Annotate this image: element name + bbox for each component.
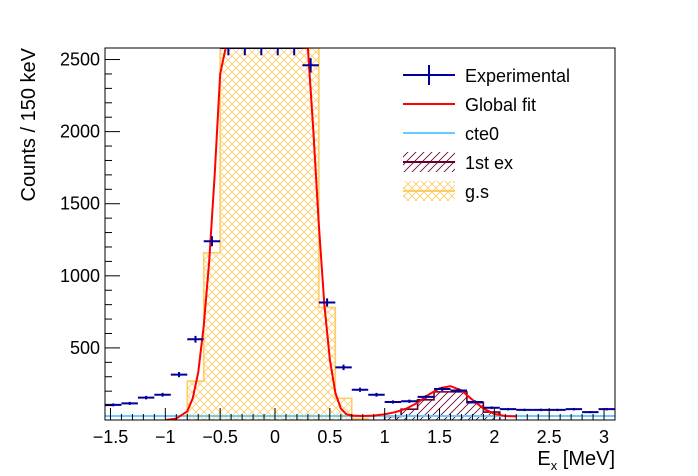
data-point	[499, 407, 517, 411]
global-fit-line	[165, 48, 517, 420]
x-tick-label: −0.5	[202, 427, 238, 447]
legend-label: Experimental	[465, 66, 570, 86]
data-point	[285, 48, 303, 56]
y-tick-label: 500	[70, 338, 100, 358]
x-tick-label: 0	[270, 427, 280, 447]
gs-bin-fill	[187, 48, 369, 420]
x-tick-label: 1.5	[427, 427, 452, 447]
data-point	[351, 387, 369, 392]
data-point	[253, 48, 270, 56]
data-point	[220, 48, 237, 56]
x-tick-label: 2	[489, 427, 499, 447]
data-point	[466, 400, 484, 404]
data-point	[318, 298, 336, 307]
data-point	[516, 408, 533, 412]
x-tick-label: 0.5	[317, 427, 342, 447]
x-tick-label: −1.5	[93, 427, 129, 447]
data-point	[598, 407, 615, 411]
data-point	[203, 236, 221, 247]
legend-item: cte0	[403, 124, 499, 144]
data-point	[565, 407, 583, 411]
data-point	[532, 408, 550, 412]
data-point	[417, 395, 435, 399]
first-ex-bin-fill	[384, 391, 500, 420]
axis-labels: Ex [MeV] Counts / 150 keV	[18, 47, 615, 473]
y-tick-label: 1000	[60, 266, 100, 286]
plot-frame	[104, 47, 616, 421]
x-tick-label: 2.5	[537, 427, 562, 447]
experimental-points	[105, 48, 615, 414]
y-tick-label: 2000	[60, 122, 100, 142]
plot-area	[105, 48, 615, 420]
y-axis-title: Counts / 150 keV	[18, 47, 40, 201]
data-point	[401, 399, 418, 403]
data-point	[302, 58, 319, 73]
axes: −1.5 −1 −0.5 0 0.5 1 1.5 2 2.5 3 500 1000 1500 2000 25…	[60, 47, 616, 447]
data-point	[154, 392, 171, 397]
x-tick-label: 1	[380, 427, 390, 447]
x-tick-label: −1	[155, 427, 176, 447]
data-point	[269, 48, 286, 56]
data-point	[582, 411, 599, 414]
y-tick-label: 2500	[60, 50, 100, 70]
legend: Experimental Global fit cte0 1st ex g.s	[403, 65, 570, 202]
legend-label: g.s	[465, 182, 489, 202]
legend-item: Experimental	[403, 65, 570, 86]
data-point	[549, 408, 566, 412]
legend-item: 1st ex	[403, 152, 513, 173]
data-point	[368, 392, 385, 397]
data-point	[105, 403, 122, 407]
data-point	[170, 372, 188, 378]
legend-label: 1st ex	[465, 153, 513, 173]
legend-item: Global fit	[403, 95, 536, 115]
y-tick-label: 1500	[60, 194, 100, 214]
data-point	[137, 395, 155, 400]
legend-item: g.s	[403, 181, 489, 202]
x-axis-title: Ex [MeV]	[537, 448, 615, 473]
data-point	[434, 386, 451, 392]
data-point	[187, 335, 204, 343]
gs-bin-outline	[186, 48, 370, 420]
data-point	[384, 400, 402, 404]
legend-label: cte0	[465, 124, 499, 144]
data-point	[450, 388, 467, 393]
global-fit-curve	[165, 48, 517, 420]
legend-label: Global fit	[465, 95, 536, 115]
data-point	[236, 48, 254, 56]
gs-histogram	[186, 48, 370, 420]
data-point	[121, 401, 138, 405]
x-tick-label: 3	[599, 427, 609, 447]
data-point	[483, 406, 500, 410]
data-point	[335, 364, 352, 371]
